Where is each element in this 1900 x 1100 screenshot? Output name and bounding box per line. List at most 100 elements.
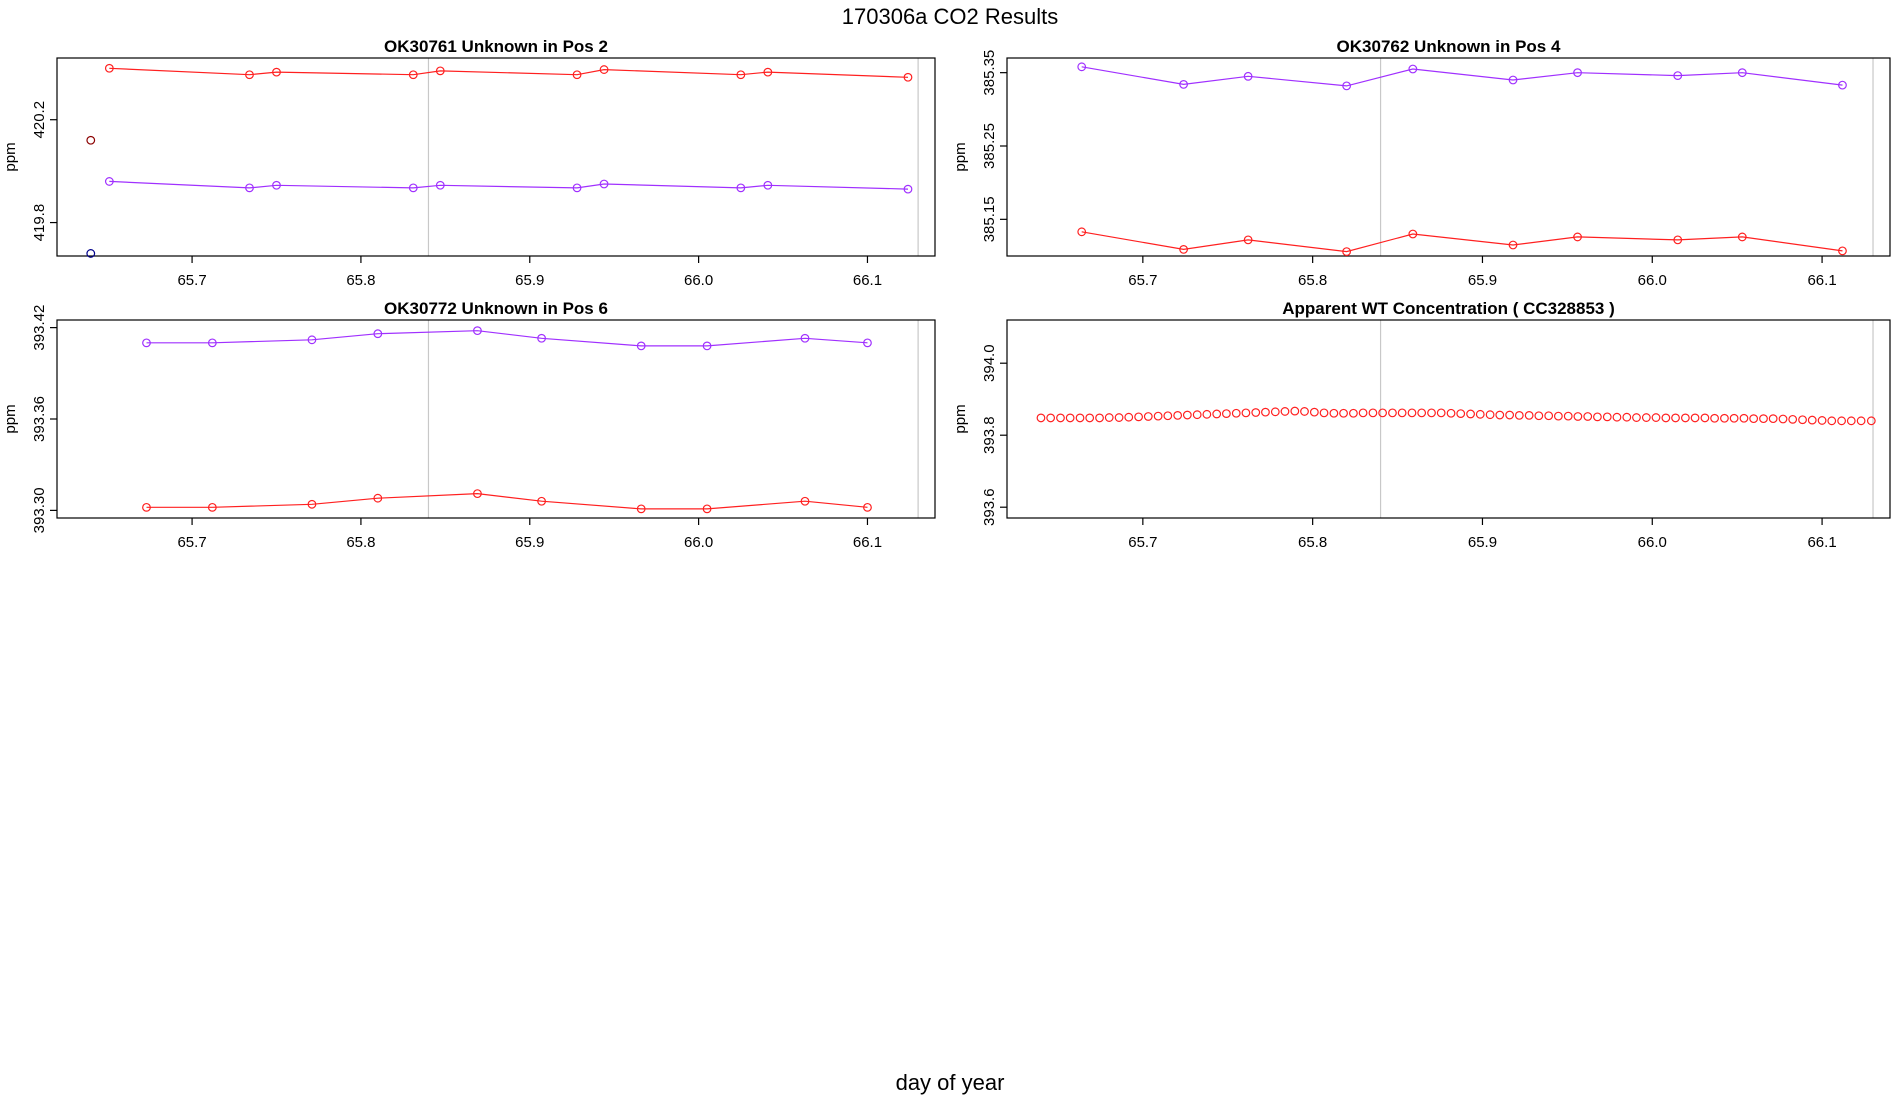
data-point — [537, 333, 546, 343]
y-axis-label: ppm — [952, 142, 969, 171]
x-tick-label: 66.0 — [1638, 272, 1667, 289]
y-axis-label: ppm — [2, 404, 19, 433]
data-point — [1838, 246, 1847, 256]
data-point — [1300, 407, 1309, 416]
x-tick-label: 65.7 — [177, 534, 206, 551]
data-point — [1221, 409, 1231, 419]
data-point — [1358, 408, 1368, 418]
data-point — [1739, 413, 1749, 423]
data-point — [1179, 244, 1188, 254]
x-tick-label: 66.1 — [853, 534, 882, 551]
data-point — [1397, 408, 1407, 418]
data-point — [1514, 411, 1524, 420]
x-tick-label: 65.9 — [515, 534, 544, 551]
data-point — [1408, 64, 1418, 74]
data-point — [1243, 71, 1253, 81]
data-point — [1417, 408, 1427, 418]
y-axis-label: ppm — [2, 142, 19, 171]
data-point — [1056, 413, 1065, 423]
x-tick-label: 65.7 — [177, 272, 206, 289]
data-point — [1077, 227, 1087, 237]
data-point — [1046, 413, 1056, 423]
data-point — [572, 183, 582, 193]
data-point — [104, 177, 114, 186]
data-point — [1270, 407, 1280, 417]
data-point — [1388, 408, 1397, 418]
data-point — [1095, 413, 1104, 423]
data-point — [763, 67, 773, 77]
data-point — [408, 183, 418, 193]
series-purple — [104, 177, 913, 194]
data-point — [1737, 68, 1747, 78]
series-calibration-low — [86, 249, 96, 258]
y-tick-label: 393.8 — [981, 416, 998, 454]
data-point — [903, 184, 913, 194]
data-point — [245, 70, 254, 80]
data-point — [1661, 413, 1671, 423]
data-point — [1563, 411, 1573, 421]
data-point — [1690, 413, 1700, 423]
series-line — [109, 180, 909, 190]
data-point — [272, 180, 281, 190]
data-point — [1817, 416, 1827, 425]
data-point — [1749, 414, 1759, 424]
panels: OK30761 Unknown in Pos 2 65.7 65.8 65.9 66.0… — [2, 37, 1891, 551]
data-point — [903, 72, 913, 82]
data-point — [373, 493, 383, 503]
data-point — [86, 135, 96, 145]
x-tick-label: 65.8 — [1298, 534, 1327, 551]
plot-frame — [1006, 57, 1891, 257]
data-point — [1212, 409, 1222, 419]
data-point — [1534, 411, 1544, 421]
series-line — [146, 492, 868, 510]
data-point — [1280, 407, 1290, 416]
x-tick-label: 65.8 — [346, 534, 375, 551]
x-tick-label: 66.0 — [1638, 534, 1667, 551]
data-point — [1446, 408, 1456, 418]
y-tick-label: 385.25 — [981, 123, 998, 169]
data-point — [1710, 413, 1719, 423]
series-red — [142, 489, 872, 514]
data-point — [1349, 408, 1358, 418]
data-point — [1524, 411, 1534, 420]
data-point — [1700, 413, 1710, 423]
data-point — [473, 326, 482, 336]
data-point — [1778, 414, 1788, 424]
data-point — [435, 180, 445, 190]
data-point — [1593, 412, 1602, 422]
data-point — [537, 496, 546, 506]
y-axis-label: ppm — [952, 404, 969, 433]
x-tick-label: 66.1 — [1807, 272, 1836, 289]
data-point — [1104, 413, 1114, 422]
data-point — [1290, 406, 1300, 416]
series-purple — [1077, 62, 1847, 91]
y-tick-label: 393.42 — [31, 305, 48, 351]
data-point — [1641, 413, 1651, 422]
data-point — [1720, 413, 1729, 423]
x-tick-label: 66.0 — [684, 534, 713, 551]
data-point — [1573, 68, 1582, 78]
data-point — [1261, 407, 1270, 417]
data-point — [1553, 411, 1563, 421]
data-point — [1651, 413, 1661, 422]
data-point — [1505, 410, 1515, 420]
y-tick-label: 393.30 — [31, 487, 48, 533]
chart-panel-4: Apparent WT Concentration ( CC328853 ) 65… — [952, 299, 1891, 551]
data-point — [1838, 80, 1847, 90]
x-tick-label: 66.1 — [1807, 534, 1836, 551]
data-point — [1673, 71, 1683, 80]
data-point — [207, 502, 217, 512]
series-red — [1077, 227, 1847, 257]
data-point — [245, 183, 254, 193]
data-point — [1153, 411, 1163, 421]
data-point — [1759, 414, 1768, 424]
data-point — [1075, 413, 1085, 423]
data-point — [1163, 411, 1173, 421]
data-point — [572, 70, 582, 80]
series-line — [109, 67, 909, 78]
data-point — [599, 179, 609, 189]
data-point — [1065, 413, 1075, 423]
data-point — [1508, 75, 1518, 85]
data-point — [1573, 232, 1582, 242]
y-tick-label: 393.36 — [31, 396, 48, 442]
